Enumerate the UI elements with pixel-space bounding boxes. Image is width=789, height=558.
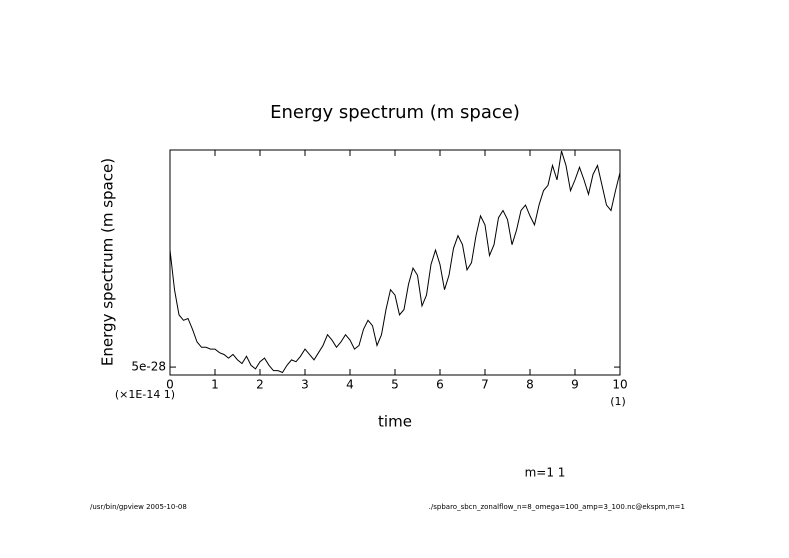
y-scale-note: (×1E-14 1) [115, 388, 175, 401]
annotation: m=1 1 [525, 466, 566, 480]
x-tick-label: 0 [166, 378, 174, 392]
footer-left: /usr/bin/gpview 2005-10-08 [90, 503, 187, 511]
x-tick-label: 6 [436, 378, 444, 392]
x-tick-label: 7 [481, 378, 489, 392]
x-tick-label: 2 [256, 378, 264, 392]
x-tick-label: 3 [301, 378, 309, 392]
y-tick-label: 5e-28 [131, 360, 166, 374]
x-tick-label: 1 [211, 378, 219, 392]
x-tick-label: 8 [526, 378, 534, 392]
x-tick-label: 4 [346, 378, 354, 392]
footer-right: ./spbaro_sbcn_zonalflow_n=8_omega=100_am… [429, 503, 685, 511]
data-line [169, 150, 621, 374]
x-tick-label: 10 [612, 378, 627, 392]
y-axis-label: Energy spectrum (m space) [99, 158, 117, 366]
plot-frame [169, 149, 621, 376]
chart-title: Energy spectrum (m space) [270, 102, 520, 123]
x-tick-label: 9 [571, 378, 579, 392]
x-tick-label: 5 [391, 378, 399, 392]
x-axis-label: time [378, 413, 412, 431]
x-unit: (1) [610, 395, 626, 408]
